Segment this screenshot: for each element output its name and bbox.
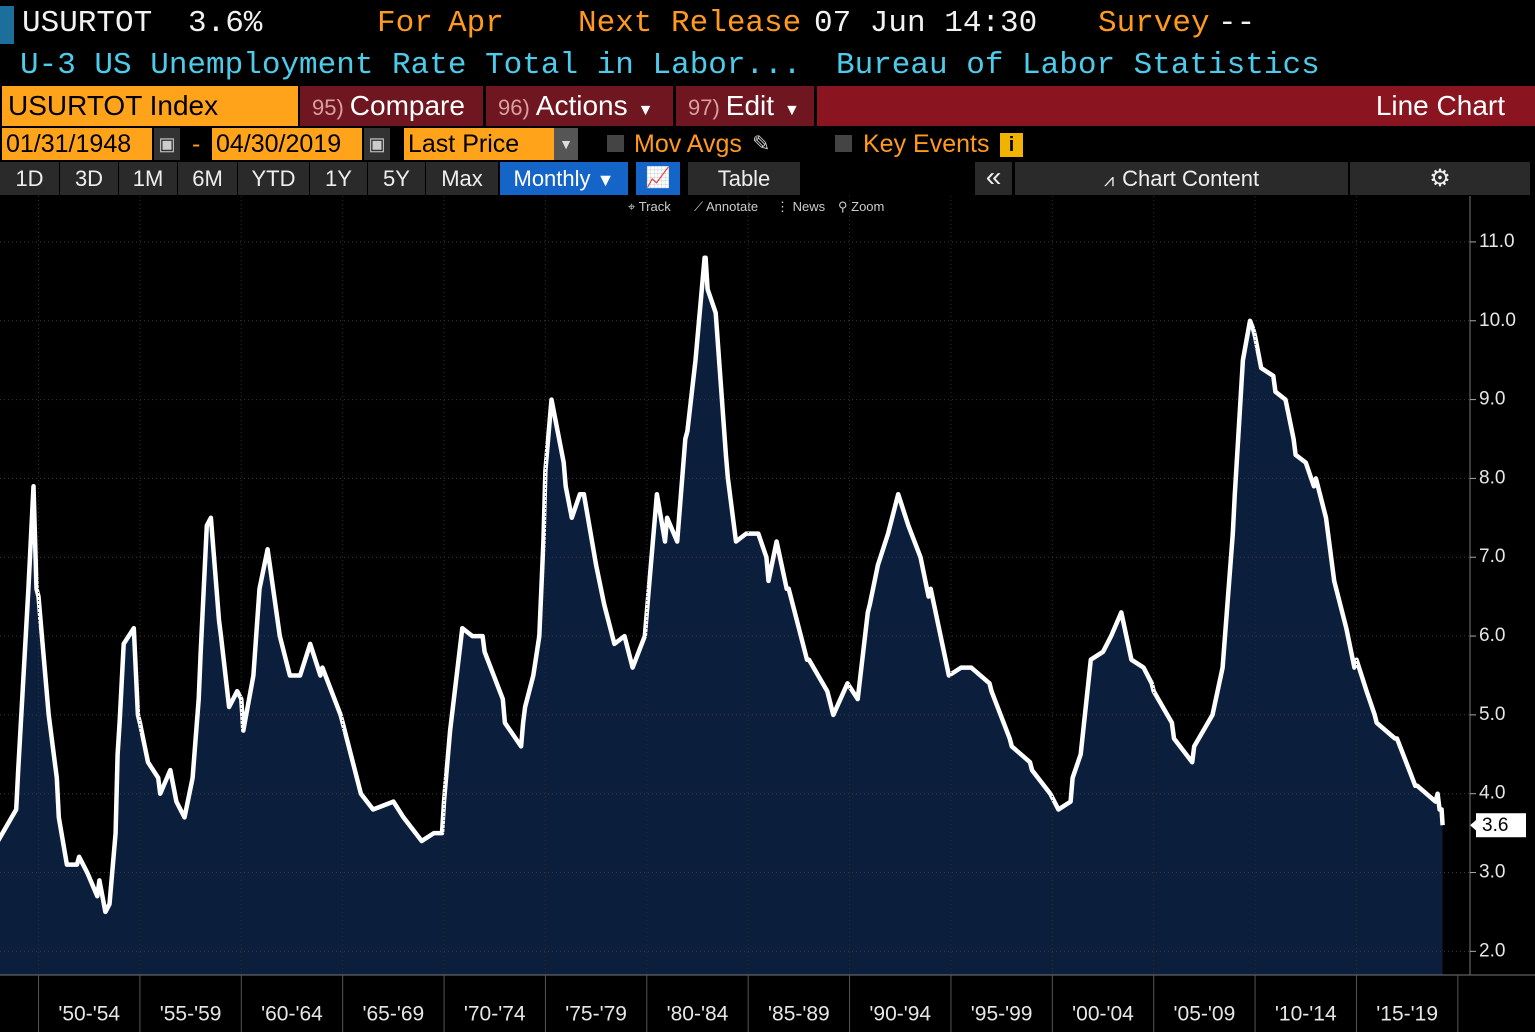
button-label: Edit	[725, 90, 775, 121]
checkbox[interactable]	[607, 135, 624, 152]
x-tick-label: '65-'69	[362, 1003, 424, 1026]
period-tab[interactable]: 5Y	[368, 162, 425, 195]
for-label: For	[377, 6, 433, 41]
tool-label: News	[792, 199, 826, 214]
period-tab[interactable]: 3D	[60, 162, 118, 195]
chart-icon: ⩘	[1103, 170, 1115, 190]
frequency-label: Monthly	[513, 166, 591, 191]
chart: 3.6 2.0 3.0 4.0 5.0 6.0 7.0 8.0 9.0 10.0 11.0 '50-'…	[0, 196, 1535, 1032]
tool[interactable]: ⌖ Track	[628, 199, 671, 214]
button-number: 95)	[312, 95, 344, 120]
period-tab[interactable]: YTD	[238, 162, 309, 195]
dropdown-arrow: ▼	[596, 170, 615, 190]
edit-button[interactable]: 97) Edit ▼	[676, 86, 814, 126]
frequency-tab[interactable]: Monthly ▼	[500, 162, 628, 195]
x-tick-label: '00-'04	[1072, 1003, 1134, 1026]
release-value: 07 Jun 14:30	[814, 6, 1038, 41]
tool-label: Zoom	[851, 199, 885, 214]
compare-button[interactable]: 95) Compare	[300, 86, 483, 126]
tool-label: Annotate	[706, 199, 759, 214]
description: U-3 US Unemployment Rate Total in Labor.…	[20, 48, 802, 83]
dropdown-arrow: ▼	[637, 102, 654, 119]
calendar-icon[interactable]: ▣	[154, 128, 180, 160]
x-tick-label: '10-'14	[1275, 1003, 1337, 1026]
period-tab[interactable]: 6M	[178, 162, 237, 195]
period-tab[interactable]: Max	[426, 162, 498, 195]
y-tick-label: 9.0	[1479, 389, 1505, 410]
x-tick-label: '15-'19	[1376, 1003, 1438, 1026]
chart-type[interactable]: Line Chart	[817, 86, 1535, 126]
survey-value: --	[1218, 6, 1256, 41]
x-tick-label: '90-'94	[869, 1003, 931, 1026]
source: Bureau of Labor Statistics	[836, 48, 1320, 83]
pencil-icon[interactable]: ✎	[752, 131, 771, 156]
x-tick-label: '55-'59	[160, 1003, 222, 1026]
chart-view-icon[interactable]: 📈	[636, 162, 680, 195]
x-tick-label: '05-'09	[1174, 1003, 1236, 1026]
badge-pointer	[1470, 819, 1477, 832]
last-value-badge	[1476, 813, 1526, 838]
last-value-label: 3.6	[1482, 815, 1508, 836]
y-tick-label: 5.0	[1479, 704, 1505, 725]
last-value: 3.6%	[188, 6, 263, 41]
info-icon[interactable]: i	[1000, 133, 1023, 157]
period-tab[interactable]: 1M	[119, 162, 177, 195]
chart-content-label: Chart Content	[1122, 166, 1260, 191]
ticker: USURTOT	[22, 6, 153, 41]
chart-content[interactable]: ⩘ Chart Content	[1015, 162, 1348, 195]
status-mark	[0, 6, 14, 44]
for-value: Apr	[448, 6, 504, 41]
tool[interactable]: ⟋ Annotate	[694, 199, 759, 214]
x-tick-label: '95-'99	[971, 1003, 1033, 1026]
y-tick-label: 10.0	[1479, 310, 1516, 331]
y-tick-label: 4.0	[1479, 783, 1505, 804]
collapse-icon[interactable]: «	[975, 162, 1012, 195]
data-line	[0, 255, 1445, 915]
checkbox[interactable]	[835, 135, 852, 152]
button-label: Compare	[349, 90, 465, 121]
calendar-icon[interactable]: ▣	[364, 128, 390, 160]
table-tab[interactable]: Table	[688, 162, 800, 195]
button-number: 96)	[498, 95, 530, 120]
tool[interactable]: ⚲ Zoom	[838, 199, 885, 214]
start-date[interactable]: 01/31/1948	[2, 128, 152, 160]
dropdown-arrow: ▼	[784, 102, 800, 119]
y-tick-label: 3.0	[1479, 862, 1505, 883]
y-tick-label: 2.0	[1479, 940, 1505, 961]
x-tick-label: '50-'54	[58, 1003, 120, 1026]
mov-avgs[interactable]: Mov Avgs	[634, 130, 742, 158]
x-tick-label: '60-'64	[261, 1003, 323, 1026]
settings-icon[interactable]: ⚙	[1350, 162, 1530, 195]
y-tick-label: 11.0	[1479, 231, 1515, 252]
y-tick-label: 7.0	[1479, 546, 1505, 567]
tool-label: Track	[638, 199, 671, 214]
actions-button[interactable]: 96) Actions ▼	[486, 86, 673, 126]
button-label: Actions	[535, 90, 628, 121]
button-number: 97)	[688, 95, 720, 120]
release-label: Next Release	[578, 6, 802, 41]
date-separator: -	[192, 130, 201, 158]
x-tick-label: '75-'79	[565, 1003, 627, 1026]
end-date[interactable]: 04/30/2019	[212, 128, 362, 160]
x-tick-label: '80-'84	[667, 1003, 729, 1026]
period-tab[interactable]: 1D	[0, 162, 59, 195]
survey-label: Survey	[1098, 6, 1210, 41]
x-tick-label: '85-'89	[768, 1003, 830, 1026]
security-box[interactable]: USURTOT Index	[2, 86, 298, 126]
dropdown-arrow[interactable]: ▼	[554, 128, 578, 160]
tool[interactable]: ⋮ News	[776, 199, 826, 214]
period-tab[interactable]: 1Y	[310, 162, 367, 195]
key-events[interactable]: Key Events	[863, 130, 990, 158]
y-tick-label: 6.0	[1479, 625, 1505, 646]
x-tick-label: '70-'74	[464, 1003, 526, 1026]
field-select[interactable]: Last Price	[404, 128, 554, 160]
y-tick-label: 8.0	[1479, 467, 1505, 488]
